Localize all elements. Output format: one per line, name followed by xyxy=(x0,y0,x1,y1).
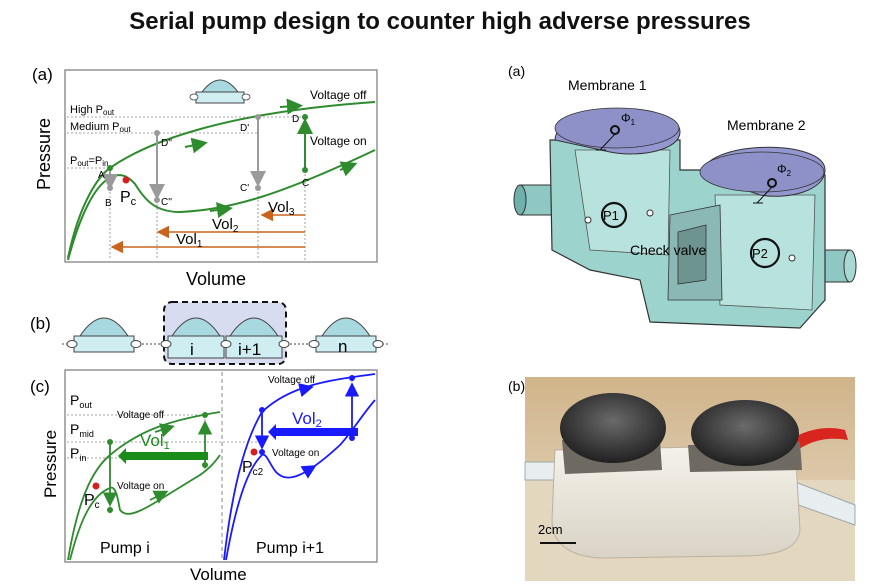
p-mid-label: Pmid xyxy=(70,421,94,439)
vol2-arrow xyxy=(268,424,358,440)
panel-a-frame xyxy=(64,69,378,263)
point-d2-label: D'' xyxy=(161,138,172,149)
voltage-off-label: Voltage off xyxy=(310,88,367,102)
phi-1-label: Φ1 xyxy=(621,111,636,127)
point-d1-label: D' xyxy=(240,123,249,134)
pump-i-voltage-off: Voltage off xyxy=(117,410,164,421)
pump-i1-voltage-on: Voltage on xyxy=(272,448,319,459)
pout-pin-label: Pout=Pin xyxy=(70,155,108,168)
panel-c-vol2-label: Vol2 xyxy=(292,409,322,430)
pump-i-label: i xyxy=(190,340,194,359)
panel-c-label: (c) xyxy=(30,377,50,396)
panel-c-x-axis-label: Volume xyxy=(190,565,247,584)
pump-icon-i xyxy=(160,317,225,359)
pump-icon-small xyxy=(189,79,251,104)
figure-title: Serial pump design to counter high adver… xyxy=(129,8,751,35)
vol3-label: Vol3 xyxy=(268,199,295,218)
vol1-arrow xyxy=(118,448,208,464)
pc-point xyxy=(122,176,130,184)
panel-c-frame xyxy=(64,369,378,563)
panel-a-label: (a) xyxy=(32,65,53,84)
point-d-label: D xyxy=(292,114,299,125)
point-c1-label: C' xyxy=(240,183,249,194)
medium-pout-label: Medium Pout xyxy=(70,121,131,134)
pc-label: Pc xyxy=(120,189,137,208)
panel-a-gray-arrows xyxy=(102,117,266,200)
pump-i1-caption: Pump i+1 xyxy=(256,540,324,557)
pump-icon-n xyxy=(308,317,384,353)
panel-c-pc2-label: Pc2 xyxy=(242,459,264,478)
p-out-label: Pout xyxy=(70,392,92,410)
membrane-1-label: Membrane 1 xyxy=(568,77,647,93)
pump-i1-points xyxy=(250,375,355,456)
point-c-label: C xyxy=(302,178,309,189)
p-in-label: Pin xyxy=(70,445,86,463)
photo-label: (b) xyxy=(508,378,525,394)
panel-b-label: (b) xyxy=(30,314,51,333)
p2-label: P2 xyxy=(752,246,768,261)
phi-2-label: Φ2 xyxy=(777,162,792,178)
scale-bar-label: 2cm xyxy=(538,522,563,537)
voltage-on-label: Voltage on xyxy=(310,134,367,148)
p1-label: P1 xyxy=(603,208,619,223)
vol2-label: Vol2 xyxy=(212,216,239,235)
panel-c-y-axis-label: Pressure xyxy=(41,430,60,498)
pump-photo xyxy=(524,377,856,581)
panel-a-x-axis-label: Volume xyxy=(186,269,246,289)
pump-i-voltage-on: Voltage on xyxy=(117,481,164,492)
point-b-label: B xyxy=(105,198,112,209)
cad-label: (a) xyxy=(508,63,525,79)
panel-a-volume-arrows xyxy=(110,208,305,254)
pump-icon-first xyxy=(66,317,142,353)
panel-a-y-axis-label: Pressure xyxy=(34,118,54,190)
pump-i-caption: Pump i xyxy=(100,540,150,557)
panel-c-vol1-label: Vol1 xyxy=(140,431,170,452)
point-c2-label: C'' xyxy=(161,197,172,208)
high-pout-label: High Pout xyxy=(70,104,115,117)
pump-cad-model xyxy=(513,107,857,329)
membrane-2-label: Membrane 2 xyxy=(727,117,806,133)
panel-a-points xyxy=(107,114,308,203)
pump-n-label: n xyxy=(338,337,347,356)
vol1-label: Vol1 xyxy=(176,231,203,250)
point-a-label: A xyxy=(98,170,105,181)
panel-c-pc-label: Pc xyxy=(84,492,100,511)
check-valve-label: Check valve xyxy=(630,242,706,258)
pump-icon-i1 xyxy=(220,317,290,359)
panel-a-curves xyxy=(67,98,376,261)
pump-series xyxy=(66,317,384,359)
pump-i1-label: i+1 xyxy=(238,340,261,359)
pump-i-points xyxy=(92,412,208,513)
pump-i1-voltage-off: Voltage off xyxy=(268,375,315,386)
